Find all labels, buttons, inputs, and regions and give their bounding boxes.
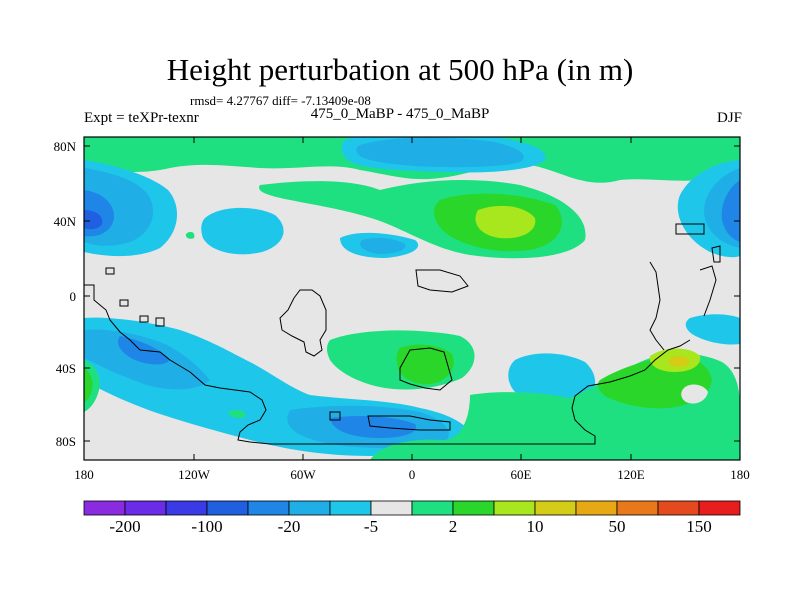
outline-islet-2 [119,299,129,307]
tick-marks [84,137,740,460]
colorbar-swatch [575,500,618,516]
colorbar-label: 10 [527,517,544,536]
outline-islet-3 [139,315,149,323]
colorbar-swatch [657,500,700,516]
contour-midblue-small [360,237,406,254]
contour-blue-s [330,416,416,438]
y-tick-label: 80S [56,434,76,449]
contour-deepblue-nw [84,210,103,230]
experiment-label: Expt = teXPr-texnr [84,110,199,126]
colorbar-swatch [124,500,167,516]
contour-lightblue-ws [201,207,284,255]
outline-islet-6 [699,265,717,317]
contour-brightgreen-south-central [396,344,454,385]
contour-green-dot [185,231,195,239]
y-tick-label: 0 [70,289,77,304]
colorbar-swatch [165,500,208,516]
rmsd-diff-stats: rmsd= 4.27767 diff= -7.13409e-08 [190,93,371,108]
contour-field-gap-se [681,384,708,404]
colorbar-label: -5 [364,517,378,536]
contour-green-dot-s [228,409,246,419]
colorbar-swatch [370,500,413,516]
case-subtitle: 475_0_MaBP - 475_0_MaBP [310,106,490,122]
outline-isthmus-west [279,289,327,357]
colorbar-swatch [329,500,372,516]
x-axis-labels: 180 120W 60W 0 60E 120E 180 [74,467,750,482]
colorbar-swatch [206,500,249,516]
contour-field [84,137,740,460]
colorbar-label: 150 [686,517,712,536]
x-tick-label: 180 [74,467,94,482]
outline-northeast-block [675,223,705,235]
colorbar-swatch [698,500,741,516]
outline-islet-1 [105,267,115,275]
colorbar-label: 2 [449,517,458,536]
colorbar-swatch [247,500,290,516]
outline-islet-5 [329,411,341,421]
contour-blue-ne [721,180,740,242]
colorbar-swatch [411,500,454,516]
continent-outlines [84,223,721,445]
colorbar-label: -200 [109,517,140,536]
y-tick-label: 80N [54,139,77,154]
colorbar-label: -100 [191,517,222,536]
contour-lime-mid [475,205,536,239]
x-tick-label: 0 [409,467,416,482]
x-tick-label: 120W [178,467,211,482]
colorbar-labels: -200 -100 -20 -5 2 10 50 150 [109,517,711,536]
outline-east-coast [649,261,665,351]
outline-islet-4 [155,317,165,327]
colorbar-swatch [534,500,577,516]
plot-title: Height perturbation at 500 hPa (in m) [166,52,634,87]
y-tick-label: 40S [56,361,76,376]
x-tick-label: 180 [730,467,750,482]
x-tick-label: 120E [617,467,645,482]
outline-central-island [399,347,453,391]
outline-south-landmass [84,284,691,445]
x-tick-label: 60E [511,467,532,482]
season-label: DJF [716,110,742,126]
contour-yellow-se [668,355,690,367]
colorbar-swatch [288,500,331,516]
contour-midblue-n-cyclone [356,137,524,168]
colorbar-swatch [452,500,495,516]
contour-lightblue-east-edge [685,314,740,345]
contour-brightgreen-sw-edge [84,368,93,402]
colorbar-swatch [616,500,659,516]
contour-green-small-ne [598,168,620,181]
colorbar-swatch [83,500,126,516]
colorbar-label: -20 [278,517,301,536]
outline-bar-south [367,415,451,431]
colorbar-swatch [493,500,536,516]
colorbar-label: 50 [609,517,626,536]
y-axis-labels: 80N 40N 0 40S 80S [54,139,77,449]
y-tick-label: 40N [54,214,77,229]
x-tick-label: 60W [290,467,316,482]
outline-islet-7 [711,245,721,263]
outline-north-island [415,269,469,293]
colorbar [83,500,741,516]
